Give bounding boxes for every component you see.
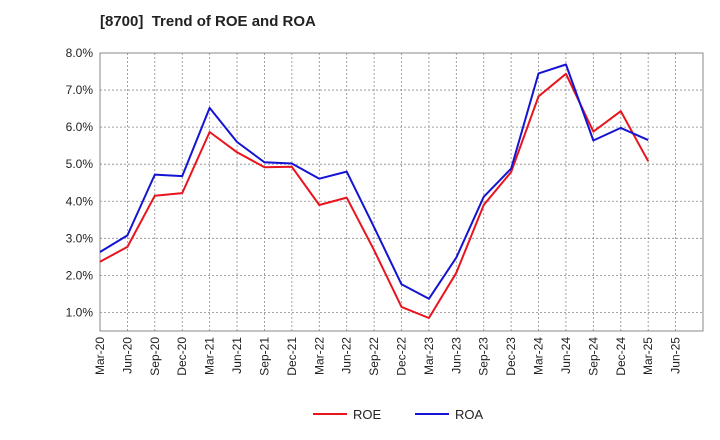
x-tick-label: Sep-20 [148, 337, 162, 376]
legend-label-roe: ROE [353, 407, 382, 422]
x-tick-label: Mar-23 [422, 337, 436, 375]
y-tick-label: 1.0% [66, 305, 94, 319]
y-tick-label: 4.0% [66, 194, 94, 208]
x-tick-label: Jun-21 [230, 337, 244, 374]
x-tick-label: Sep-23 [477, 337, 491, 376]
x-tick-label: Mar-25 [641, 337, 655, 375]
legend-label-roa: ROA [455, 407, 484, 422]
x-tick-label: Jun-23 [449, 337, 463, 374]
x-tick-label: Sep-24 [586, 337, 600, 376]
x-tick-label: Dec-21 [285, 337, 299, 376]
x-tick-label: Sep-22 [367, 337, 381, 376]
x-tick-label: Dec-23 [504, 337, 518, 376]
chart-title: [8700] Trend of ROE and ROA [100, 13, 316, 30]
x-tick-label: Mar-22 [312, 337, 326, 375]
x-tick-label: Sep-21 [257, 337, 271, 376]
x-tick-label: Jun-22 [340, 337, 354, 374]
y-tick-label: 5.0% [66, 157, 94, 171]
y-tick-label: 7.0% [66, 83, 94, 97]
series-line-roa [99, 63, 649, 300]
y-tick-label: 8.0% [66, 46, 94, 60]
x-tick-label: Jun-20 [120, 337, 134, 374]
x-tick-label: Dec-24 [614, 337, 628, 376]
y-tick-label: 6.0% [66, 120, 94, 134]
x-tick-label: Dec-20 [175, 337, 189, 376]
plot-border [99, 52, 704, 332]
y-tick-label: 3.0% [66, 231, 94, 245]
x-tick-label: Dec-22 [395, 337, 409, 376]
series-line-roe [99, 72, 650, 319]
x-tick-label: Jun-24 [559, 337, 573, 374]
x-tick-label: Mar-21 [203, 337, 217, 375]
x-tick-label: Jun-25 [669, 337, 683, 374]
x-tick-label: Mar-24 [532, 337, 546, 375]
y-tick-label: 2.0% [66, 268, 94, 282]
x-tick-label: Mar-20 [93, 337, 107, 375]
